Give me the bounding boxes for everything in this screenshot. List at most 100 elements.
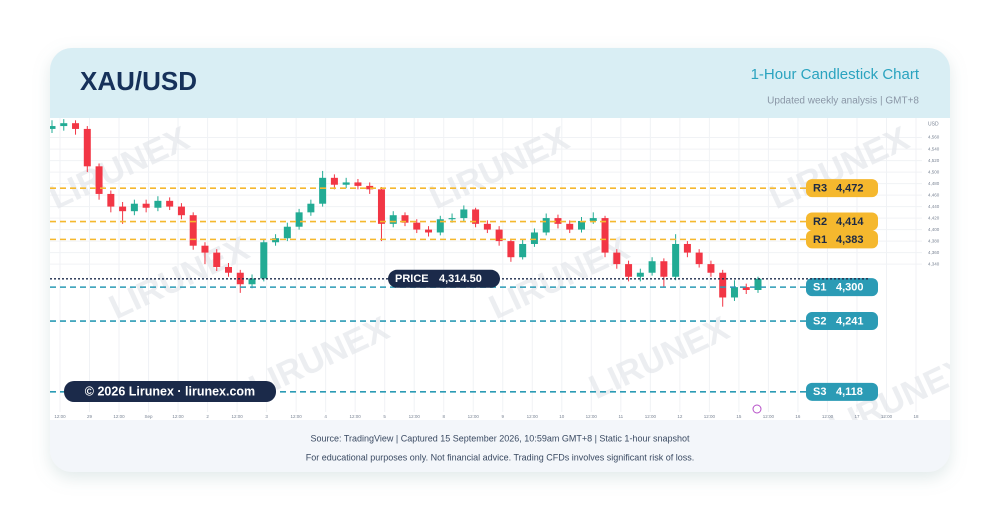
x-tick-label: 12:00 — [172, 414, 184, 419]
candle-body — [495, 229, 503, 242]
candle-body — [166, 200, 174, 207]
candle-body — [648, 261, 656, 273]
candle-body — [319, 177, 327, 204]
candle-body — [60, 123, 68, 127]
note: Updated weekly analysis | GMT+8 — [767, 96, 919, 107]
x-tick-label: 12:00 — [645, 414, 657, 419]
candle-body — [413, 222, 421, 230]
candle-body — [189, 215, 197, 246]
candle-body — [660, 261, 668, 277]
candle-body — [295, 212, 303, 227]
level-value: 4,472 — [836, 183, 864, 195]
level-value: 4,383 — [836, 234, 864, 246]
candle-body — [719, 272, 727, 298]
candle-body — [342, 182, 350, 185]
level-label: S1 — [813, 282, 826, 294]
candle-body — [307, 203, 315, 213]
candle-body — [742, 287, 750, 290]
level-value: 4,241 — [836, 315, 864, 327]
level-value: 4,414 — [836, 216, 864, 228]
level-label: S2 — [813, 315, 826, 327]
candle-body — [272, 238, 280, 243]
x-tick-label: 10 — [559, 414, 565, 419]
candle-body — [566, 223, 574, 230]
copyright-badge — [64, 381, 276, 402]
y-tick-label: 4,420 — [928, 215, 940, 220]
x-tick-label: 12:00 — [822, 414, 834, 419]
y-tick-label: 4,540 — [928, 146, 940, 151]
candle-body — [554, 218, 562, 224]
candle-body — [683, 243, 691, 253]
candle-body — [589, 218, 597, 221]
x-tick-label: 17 — [854, 414, 860, 419]
candle-body — [530, 232, 538, 244]
candle-body — [754, 278, 762, 290]
y-tick-label: 4,340 — [928, 261, 940, 266]
y-tick-label: 4,480 — [928, 181, 940, 186]
candle-body — [213, 252, 221, 267]
x-tick-label: 12:00 — [527, 414, 539, 419]
x-tick-label: 2 — [206, 414, 209, 419]
x-tick-label: 12:00 — [113, 414, 125, 419]
level-badge — [806, 278, 878, 297]
x-tick-label: 12:00 — [586, 414, 598, 419]
level-label: R2 — [813, 216, 827, 228]
x-tick-label: 12 — [677, 414, 683, 419]
candle-body — [542, 218, 550, 233]
candle-body — [130, 203, 138, 212]
price-badge — [388, 269, 500, 288]
candle-body — [50, 126, 56, 129]
candle-body — [95, 166, 103, 194]
y-tick-label: 4,400 — [928, 227, 940, 232]
candle-body — [119, 206, 127, 212]
candle-body — [142, 203, 150, 208]
x-tick-label: 29 — [87, 414, 93, 419]
candle-body — [248, 278, 256, 285]
candle-body — [472, 209, 480, 224]
level-badge — [806, 312, 878, 331]
candle-body — [154, 200, 162, 208]
level-label: R1 — [813, 234, 827, 246]
x-tick-label: 12:00 — [291, 414, 303, 419]
candle-body — [401, 215, 409, 223]
disclaimer: For educational purposes only. Not finan… — [306, 452, 695, 462]
candle-body — [695, 252, 703, 265]
candle-body — [330, 177, 338, 185]
x-tick-label: 8 — [442, 414, 445, 419]
header-band — [50, 48, 950, 118]
x-tick-label: 3 — [265, 414, 268, 419]
level-badge — [806, 179, 878, 198]
candle-body — [177, 206, 185, 216]
x-tick-label: Sep — [145, 414, 154, 419]
y-tick-label: 4,460 — [928, 192, 940, 197]
candle-body — [483, 223, 491, 230]
price-label: PRICE — [395, 273, 429, 285]
x-tick-label: 12:00 — [704, 414, 716, 419]
candle-body — [83, 128, 91, 167]
candle-body — [389, 215, 397, 224]
x-tick-label: 18 — [913, 414, 919, 419]
x-tick-label: 12:00 — [763, 414, 775, 419]
x-tick-label: 9 — [502, 414, 505, 419]
level-label: R3 — [813, 183, 827, 195]
level-value: 4,300 — [836, 282, 864, 294]
candle-body — [519, 243, 527, 258]
event-icon — [752, 404, 762, 414]
candle-body — [448, 218, 456, 220]
x-tick-label: 12:00 — [231, 414, 243, 419]
candle-body — [236, 272, 244, 285]
candle-body — [436, 219, 444, 233]
copyright: © 2026 Lirunex · lirunex.com — [85, 384, 255, 398]
x-tick-label: 4 — [324, 414, 327, 419]
candle-body — [460, 209, 468, 219]
candle-body — [260, 242, 268, 279]
x-tick-label: 12:00 — [468, 414, 480, 419]
chart-area — [50, 118, 950, 420]
price-value: 4,314.50 — [439, 273, 482, 285]
title: XAU/USD — [80, 66, 197, 96]
y-tick-label: 4,380 — [928, 238, 940, 243]
candle-body — [201, 245, 209, 253]
x-tick-label: 16 — [795, 414, 801, 419]
level-label: S3 — [813, 386, 826, 398]
